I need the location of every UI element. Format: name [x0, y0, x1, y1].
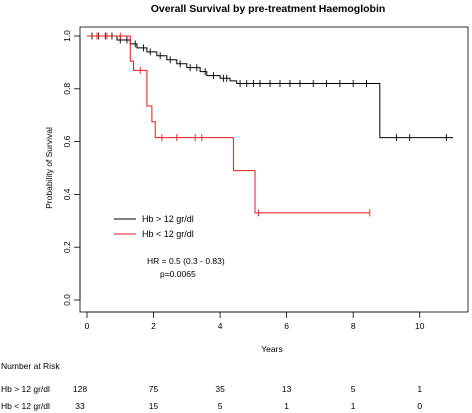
- risk-table-title: Number at Risk: [1, 361, 60, 371]
- legend-label-hb-low: Hb < 12 gr/dl: [142, 229, 194, 239]
- y-tick-label-5: 1.0: [62, 30, 72, 42]
- y-axis: 0.0 0.2 0.4 0.6 0.8 1.0: [62, 30, 81, 306]
- risk-count-1-2: 5: [217, 401, 223, 411]
- plot-frame: [79, 26, 469, 313]
- risk-count-0-3: 13: [281, 384, 292, 394]
- y-tick-label-3: 0.6: [62, 135, 72, 147]
- p-value-annotation: p=0.0065: [160, 269, 196, 279]
- legend-label-hb-high: Hb > 12 gr/dl: [142, 214, 194, 224]
- hazard-ratio-annotation: HR = 0.5 (0.3 - 0.83): [147, 256, 225, 266]
- x-tick-label-1: 2: [151, 321, 156, 331]
- risk-row-label-hb-low: Hb < 12 gr/dl: [1, 401, 50, 411]
- y-tick-label-4: 0.8: [62, 83, 72, 95]
- series-layer: [87, 32, 453, 217]
- x-tick-label-5: 10: [415, 321, 425, 331]
- risk-count-1-4: 1: [350, 401, 356, 411]
- y-tick-label-2: 0.4: [62, 188, 72, 200]
- risk-count-1-3: 1: [284, 401, 289, 411]
- x-tick-label-3: 6: [284, 321, 289, 331]
- x-tick-label-4: 8: [351, 321, 356, 331]
- chart-title: Overall Survival by pre-treatment Haemog…: [151, 3, 386, 15]
- survival-curve-1: [87, 35, 370, 214]
- risk-count-0-4: 5: [350, 384, 356, 394]
- risk-count-0-2: 35: [215, 384, 225, 394]
- survival-curve-0: [87, 35, 453, 139]
- x-tick-label-0: 0: [85, 321, 90, 331]
- legend: Hb > 12 gr/dl Hb < 12 gr/dl: [114, 214, 194, 239]
- y-tick-label-1: 0.2: [62, 241, 72, 253]
- risk-count-1-5: 0: [417, 401, 423, 411]
- series-1: [87, 32, 371, 217]
- x-axis-label: Years: [261, 344, 282, 354]
- risk-count-0-5: 1: [417, 384, 423, 394]
- y-axis-label: Probability of Survival: [44, 127, 54, 209]
- risk-row-label-hb-high: Hb > 12 gr/dl: [1, 384, 50, 394]
- risk-count-0-1: 75: [148, 384, 159, 394]
- risk-count-1-1: 15: [148, 401, 159, 411]
- risk-count-0-0: 128: [72, 384, 88, 394]
- series-0: [87, 32, 453, 142]
- x-axis: 0 2 4 6 8 10: [85, 311, 425, 331]
- y-tick-label-0: 0.0: [62, 294, 72, 306]
- x-tick-label-2: 4: [218, 321, 223, 331]
- risk-count-1-0: 33: [75, 401, 85, 411]
